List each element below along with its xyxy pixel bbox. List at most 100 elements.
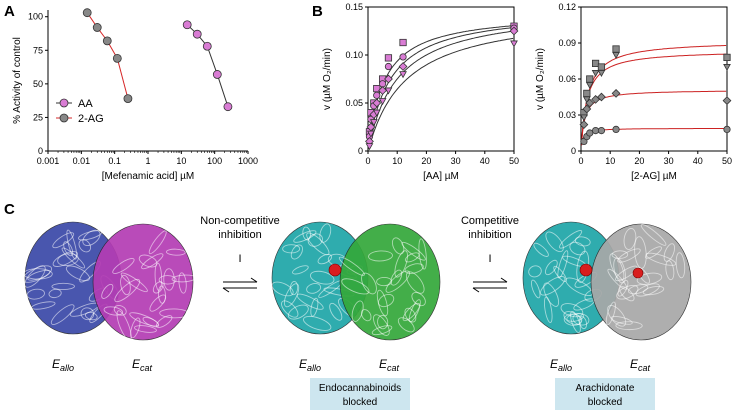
label-e-cat-noncomp: Ecat — [379, 357, 400, 373]
equilibrium-1-arrowhead-forward — [250, 277, 258, 283]
data-point-diamond — [579, 120, 589, 130]
equilibrium-1-inhibitor: I — [238, 253, 241, 265]
subunit-allo-free-helix — [48, 288, 62, 299]
subunit-cat-comp-helix — [617, 279, 629, 297]
label-e-cat-subscript: cat — [387, 363, 400, 373]
subunit-allo-comp-helix — [557, 250, 569, 279]
subunit-cat-free-helix — [114, 278, 141, 303]
y-tick-label: 50 — [33, 79, 43, 89]
data-point-circle — [586, 129, 594, 137]
subunit-allo-free-helix — [24, 265, 46, 288]
data-point-diamond — [398, 62, 408, 71]
data-point-diamond — [585, 98, 595, 108]
subunit-allo-free-helix — [52, 251, 79, 267]
subunit-cat-free-helix — [157, 285, 166, 304]
y-tick-label: 25 — [33, 112, 43, 122]
subunit-allo-comp-helix — [540, 276, 566, 296]
data-point-aa — [223, 102, 233, 112]
fit-curve — [368, 37, 514, 149]
subunit-cat-comp-helix — [642, 286, 665, 296]
box-endocannabinoids-blocked-text-line: blocked — [343, 397, 377, 408]
ligand-allo-comp — [579, 263, 593, 277]
subunit-allo-noncomp-helix — [292, 265, 309, 275]
step2-label-line: inhibition — [468, 229, 511, 241]
subunit-cat-free-helix — [103, 306, 124, 316]
subunit-allo-free-helix — [80, 307, 95, 321]
subunit-allo-free-helix — [31, 301, 56, 310]
data-point-2ag — [123, 94, 133, 104]
y-axis-label: v (µM O₂/min) — [322, 48, 333, 110]
subunit-cat-free-helix — [116, 310, 132, 341]
subunit-cat-free-helix — [113, 304, 127, 316]
y-axis-label: v (µM O₂/min) — [535, 48, 546, 110]
ligand-allo-noncomp — [328, 263, 342, 277]
ligand-cat-comp — [632, 267, 644, 279]
subunit-cat-free-helix — [148, 230, 167, 255]
subunit-allo-free-helix — [52, 232, 75, 249]
x-axis-label: [Mefenamic acid] µM — [102, 171, 194, 182]
box-endocannabinoids-blocked-text-line: Endocannabinoids — [319, 383, 401, 394]
label-e-allo-comp: Eallo — [550, 357, 572, 373]
data-point-triangle — [585, 82, 594, 90]
subunit-cat-comp-helix — [645, 252, 677, 266]
data-point-square — [384, 54, 393, 62]
subunit-cat-noncomp-helix — [338, 256, 365, 276]
data-point-diamond — [509, 26, 519, 36]
data-point-aa — [212, 70, 222, 79]
chart-b-2ag: 0 10 20 30 40 50 0 0.03 0.06 0.09 0.12 [2-AG] µM v (… — [535, 2, 732, 182]
data-point-diamond — [582, 104, 592, 114]
y-tick-label: 0 — [571, 146, 576, 156]
data-point-triangle — [399, 71, 407, 79]
fit-curve — [368, 25, 514, 147]
data-point-circle — [597, 127, 606, 135]
box-arachidonate-blocked — [555, 378, 655, 410]
subunit-cat-free-helix — [178, 272, 187, 294]
subunit-cat-free-helix — [142, 316, 160, 328]
x-tick-label: 10 — [176, 156, 186, 166]
equilibrium-1-arrowhead-back — [222, 287, 230, 293]
subunit-cat-noncomp-helix — [376, 276, 393, 287]
subunit-cat-noncomp-helix — [341, 278, 370, 295]
subunit-allo-free-helix — [65, 265, 90, 282]
subunit-cat-noncomp-helix — [378, 293, 395, 308]
x-tick-label: 10 — [605, 156, 615, 166]
subunit-cat-comp-helix — [611, 250, 629, 259]
data-point-triangle — [580, 114, 588, 122]
panel-c-structures: Eallo Ecat Eallo Ecat Eallo Ecat Non-competiti… — [22, 215, 692, 410]
label-e-cat-comp: Ecat — [630, 357, 651, 373]
subunit-cat-comp-helix — [663, 243, 676, 262]
subunit-allo-noncomp-helix — [296, 293, 324, 310]
subunit-cat-comp-helix — [619, 286, 635, 302]
fit-curve — [581, 53, 727, 142]
subunit-allo-free-helix — [26, 288, 45, 300]
subunit-allo-noncomp-helix — [309, 270, 335, 285]
data-point-2ag — [92, 23, 102, 32]
y-tick-label: 100 — [28, 12, 43, 22]
subunit-cat-comp-helix — [615, 321, 643, 331]
x-tick-label: 30 — [451, 156, 461, 166]
data-point-square — [612, 45, 620, 53]
data-point-2ag — [112, 53, 122, 63]
subunit-allo-noncomp-helix — [271, 281, 294, 297]
x-tick-label: 50 — [509, 156, 519, 166]
subunit-cat-noncomp — [338, 223, 441, 341]
subunit-cat-comp-helix — [675, 252, 686, 279]
subunit-allo-comp-helix — [569, 241, 586, 256]
label-e-allo-free: Eallo — [52, 357, 74, 373]
data-point-square — [586, 75, 594, 83]
plot-frame — [367, 6, 515, 152]
subunit-allo-comp-helix — [563, 313, 583, 326]
data-point-triangle — [369, 119, 378, 127]
subunit-cat-comp-body — [590, 223, 692, 341]
y-tick-label: 0 — [38, 146, 43, 156]
label-e-cat-free: Ecat — [132, 357, 153, 373]
step2-label-line: Competitive — [461, 215, 519, 227]
label-e-allo-noncomp: Eallo — [299, 357, 321, 373]
data-point-aa — [202, 41, 212, 51]
legend-marker — [59, 98, 69, 108]
subunit-cat-free-helix — [158, 275, 177, 285]
subunit-cat-free-helix — [165, 248, 186, 256]
subunit-allo-free-helix — [82, 229, 101, 247]
data-point-circle — [378, 80, 387, 88]
y-tick-label: 0.10 — [345, 50, 363, 60]
